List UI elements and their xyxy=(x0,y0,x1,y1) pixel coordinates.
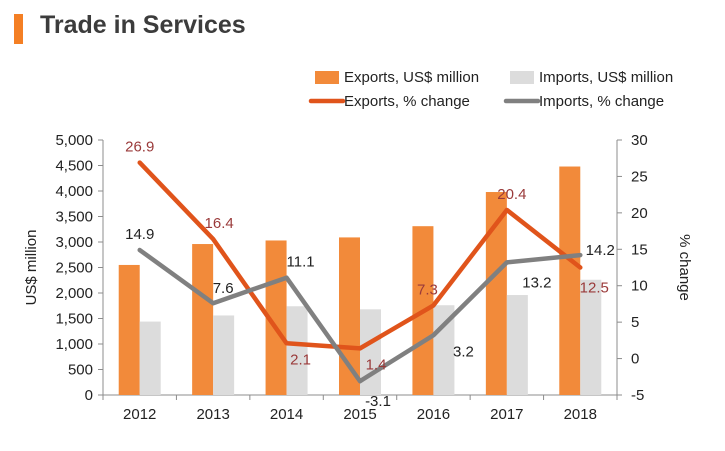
bar-imports xyxy=(286,306,308,395)
data-label-exports-change: 26.9 xyxy=(125,139,154,156)
data-label-exports-change: 12.5 xyxy=(580,280,609,297)
bar-exports xyxy=(559,166,581,395)
y-tick-label: 3,000 xyxy=(55,234,93,251)
y-tick-label: 1,500 xyxy=(55,311,93,328)
line-imports-change xyxy=(137,247,583,384)
y-tick-label: 0 xyxy=(85,387,93,404)
y-tick-label: 4,000 xyxy=(55,183,93,200)
y2-tick-label: 30 xyxy=(631,132,648,149)
data-label-exports-change: 2.1 xyxy=(290,351,311,368)
x-tick-label: 2016 xyxy=(417,406,450,423)
bar-exports xyxy=(485,192,507,395)
y-tick-label: 2,500 xyxy=(55,260,93,277)
data-label-imports-change: 14.2 xyxy=(586,242,615,259)
data-label-imports-change: 11.1 xyxy=(287,254,315,271)
data-label-imports-change: 3.2 xyxy=(453,343,474,360)
y2-tick-label: 25 xyxy=(631,168,648,185)
y2-axis-title: % change xyxy=(676,234,693,301)
x-tick-label: 2012 xyxy=(123,406,156,423)
y2-tick-label: 5 xyxy=(631,314,639,331)
bar-exports xyxy=(118,264,140,395)
y-tick-label: 500 xyxy=(68,362,93,379)
y2-tick-label: 15 xyxy=(631,241,648,258)
legend-swatch xyxy=(315,71,339,84)
data-label-exports-change: 7.3 xyxy=(417,281,438,298)
bar-exports xyxy=(339,237,360,395)
bar-imports xyxy=(506,295,528,395)
data-label-exports-change: 1.4 xyxy=(366,356,387,373)
y-axis-title: US$ million xyxy=(23,230,40,306)
data-label-exports-change: 20.4 xyxy=(497,186,526,203)
bar-imports xyxy=(213,315,235,395)
legend-label: Imports, % change xyxy=(539,93,664,110)
data-label-imports-change: 14.9 xyxy=(125,226,154,243)
x-tick-label: 2017 xyxy=(490,406,523,423)
y-tick-label: 1,000 xyxy=(55,336,93,353)
bar-imports xyxy=(580,279,602,395)
y2-tick-label: 10 xyxy=(631,278,648,295)
data-label-imports-change: -3.1 xyxy=(365,393,391,410)
x-tick-label: 2013 xyxy=(196,406,229,423)
x-tick-label: 2018 xyxy=(564,406,597,423)
y-tick-label: 4,500 xyxy=(55,158,93,175)
data-label-imports-change: 13.2 xyxy=(522,274,551,291)
data-label-exports-change: 16.4 xyxy=(205,215,234,232)
y-tick-label: 5,000 xyxy=(55,132,93,149)
line-exports-change xyxy=(137,160,583,351)
bar-imports xyxy=(139,321,161,395)
legend-label: Exports, US$ million xyxy=(344,69,479,86)
legend-label: Exports, % change xyxy=(344,93,470,110)
legend-label: Imports, US$ million xyxy=(539,69,673,86)
y2-tick-label: -5 xyxy=(631,387,644,404)
legend-swatch xyxy=(510,71,534,84)
data-label-imports-change: 7.6 xyxy=(213,280,234,297)
y-tick-label: 2,000 xyxy=(55,285,93,302)
bar-imports xyxy=(360,309,381,395)
x-tick-label: 2015 xyxy=(343,406,376,423)
x-tick-label: 2014 xyxy=(270,406,303,423)
bar-exports xyxy=(192,244,214,395)
title-accent-bar xyxy=(14,14,23,44)
y2-tick-label: 0 xyxy=(631,351,639,368)
y2-tick-label: 20 xyxy=(631,205,648,222)
page-title: Trade in Services xyxy=(40,11,246,39)
y-tick-label: 3,500 xyxy=(55,209,93,226)
